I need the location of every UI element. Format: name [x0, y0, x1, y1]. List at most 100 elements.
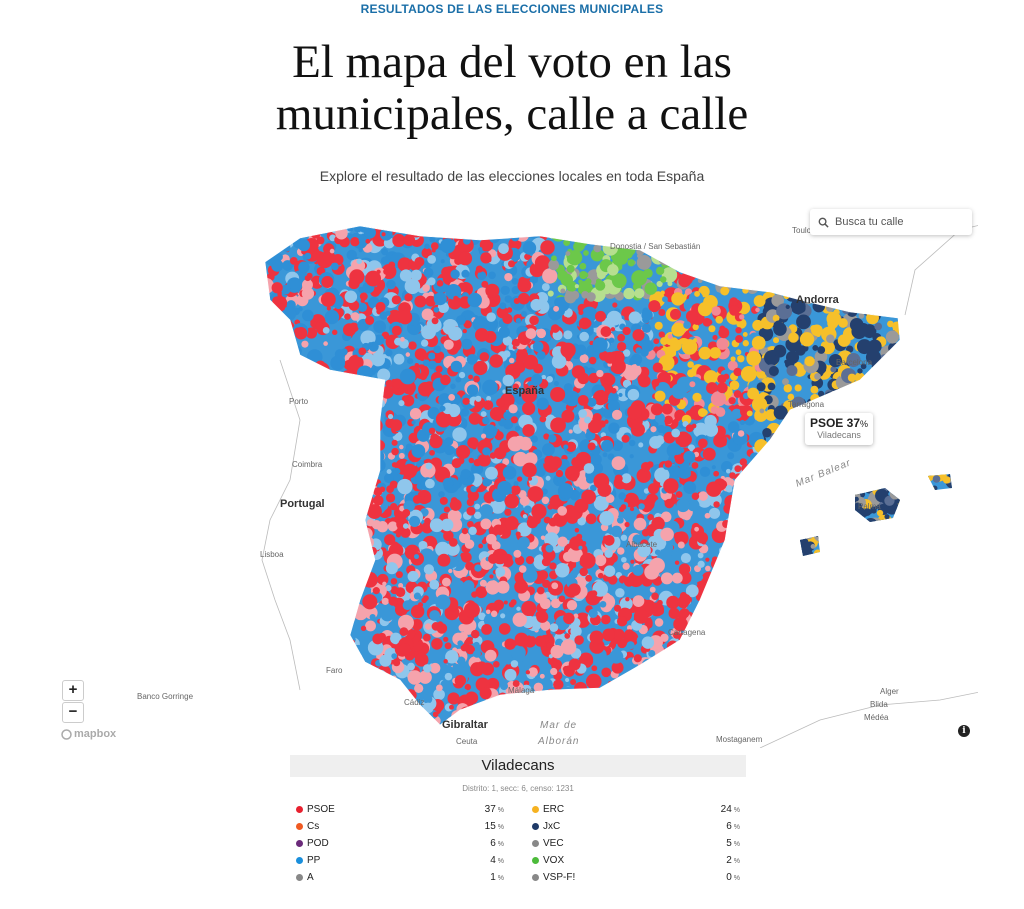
map-cell[interactable]	[335, 560, 341, 566]
map-cell[interactable]	[791, 579, 804, 593]
map-cell[interactable]	[275, 345, 280, 350]
map-cell[interactable]	[288, 708, 301, 720]
map-cell[interactable]	[834, 588, 844, 598]
map-cell[interactable]	[737, 225, 747, 234]
map-cell[interactable]	[780, 616, 787, 622]
map-cell[interactable]	[496, 580, 510, 594]
map-cell[interactable]	[437, 553, 451, 567]
map-cell[interactable]	[734, 692, 740, 698]
map-cell[interactable]	[561, 226, 576, 241]
map-cell[interactable]	[767, 451, 779, 463]
map-cell[interactable]	[490, 498, 506, 514]
map-cell[interactable]	[783, 567, 791, 575]
map-cell[interactable]	[774, 511, 789, 526]
map-cell[interactable]	[878, 522, 891, 535]
map-cell[interactable]	[702, 699, 718, 715]
map-cell[interactable]	[671, 383, 687, 399]
map-cell[interactable]	[886, 436, 900, 450]
map-cell[interactable]	[347, 424, 361, 438]
map-cell[interactable]	[789, 512, 800, 523]
map-cell[interactable]	[519, 222, 529, 231]
map-cell[interactable]	[687, 361, 694, 368]
map-cell[interactable]	[308, 674, 320, 687]
map-cell[interactable]	[657, 424, 666, 434]
map-cell[interactable]	[716, 634, 730, 647]
map-cell[interactable]	[831, 272, 836, 277]
map-cell[interactable]	[722, 572, 731, 581]
map-cell[interactable]	[729, 236, 737, 244]
map-cell[interactable]	[728, 648, 744, 663]
map-cell[interactable]	[759, 721, 768, 729]
map-cell[interactable]	[322, 487, 329, 495]
map-cell[interactable]	[304, 656, 317, 669]
map-cell[interactable]	[794, 384, 802, 392]
map-cell[interactable]	[488, 271, 496, 280]
map-cell[interactable]	[641, 309, 653, 321]
map-cell[interactable]	[607, 453, 615, 461]
map-cell[interactable]	[495, 703, 501, 709]
map-cell[interactable]	[598, 229, 606, 237]
map-cell[interactable]	[575, 687, 591, 703]
map-cell[interactable]	[792, 250, 805, 262]
map-cell[interactable]	[564, 291, 577, 304]
map-cell[interactable]	[628, 311, 642, 324]
map-cell[interactable]	[850, 651, 863, 663]
map-cell[interactable]	[698, 346, 712, 360]
map-cell[interactable]	[273, 454, 283, 464]
map-cell[interactable]	[310, 434, 319, 443]
map-cell[interactable]	[608, 337, 615, 344]
map-cell[interactable]	[577, 394, 589, 406]
map-cell[interactable]	[358, 522, 364, 528]
map-cell[interactable]	[847, 298, 857, 308]
map-cell[interactable]	[715, 232, 728, 245]
map-cell[interactable]	[410, 269, 422, 281]
map-cell[interactable]	[258, 270, 267, 280]
map-cell[interactable]	[782, 636, 788, 642]
map-cell[interactable]	[526, 516, 539, 529]
map-cell[interactable]	[870, 617, 882, 629]
map-cell[interactable]	[645, 706, 658, 719]
map-cell[interactable]	[896, 566, 908, 578]
map-cell[interactable]	[757, 662, 764, 670]
map-cell[interactable]	[881, 656, 894, 669]
map-cell[interactable]	[723, 602, 738, 617]
map-cell[interactable]	[577, 700, 585, 708]
map-cell[interactable]	[504, 272, 513, 282]
map-cell[interactable]	[449, 498, 462, 511]
map-cell[interactable]	[502, 336, 513, 346]
map-cell[interactable]	[712, 677, 722, 688]
map-cell[interactable]	[773, 702, 789, 717]
map-cell[interactable]	[279, 233, 295, 249]
map-cell[interactable]	[423, 495, 432, 503]
map-cell[interactable]	[630, 681, 638, 689]
map-cell[interactable]	[627, 679, 643, 695]
map-cell[interactable]	[766, 520, 775, 530]
map-cell[interactable]	[838, 507, 844, 513]
map-cell[interactable]	[775, 586, 789, 600]
map-cell[interactable]	[427, 277, 436, 286]
map-cell[interactable]	[628, 439, 636, 447]
map-cell[interactable]	[852, 244, 859, 251]
map-cell[interactable]	[766, 277, 775, 285]
map-cell[interactable]	[294, 532, 306, 544]
map-cell[interactable]	[800, 590, 813, 603]
map-cell[interactable]	[714, 667, 729, 681]
map-cell[interactable]	[530, 435, 538, 443]
map-cell[interactable]	[893, 343, 906, 357]
map-cell[interactable]	[671, 292, 685, 306]
map-cell[interactable]	[429, 662, 441, 674]
map-cell[interactable]	[683, 222, 688, 227]
map-cell[interactable]	[702, 645, 707, 650]
map-cell[interactable]	[307, 666, 313, 672]
map-cell[interactable]	[676, 710, 686, 719]
map-cell[interactable]	[548, 434, 557, 443]
map-cell[interactable]	[399, 444, 404, 450]
map-cell[interactable]	[284, 340, 296, 353]
map-cell[interactable]	[661, 403, 673, 415]
map-cell[interactable]	[345, 494, 352, 500]
map-cell[interactable]	[317, 624, 328, 635]
map-cell[interactable]	[330, 439, 341, 450]
map-cell[interactable]	[772, 314, 780, 322]
map-cell[interactable]	[880, 597, 896, 614]
map-cell[interactable]	[803, 593, 818, 609]
